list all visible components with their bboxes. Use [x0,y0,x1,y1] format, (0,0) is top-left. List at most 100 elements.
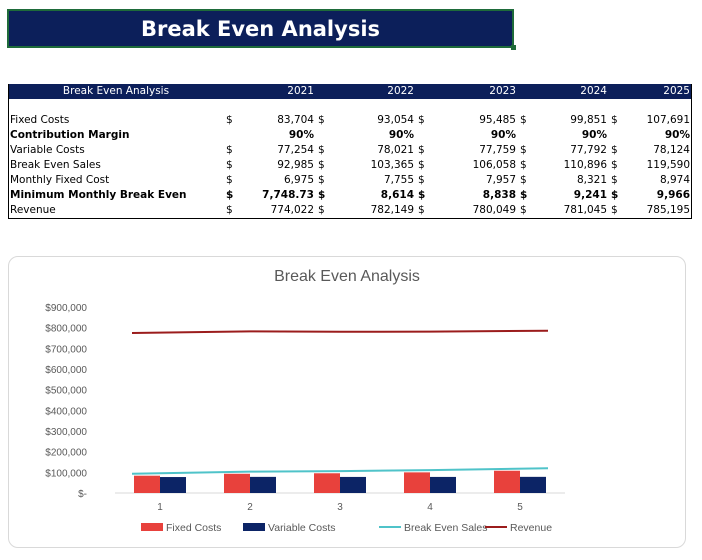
resize-handle[interactable] [511,45,516,50]
currency-symbol: $ [418,144,425,156]
cell-value[interactable]: 99,851 [570,114,607,126]
line-break-even-sales [131,467,549,475]
bar-variable-costs [430,476,456,493]
y-tick-label: $400,000 [45,406,87,417]
bar-series [134,470,546,493]
currency-symbol [224,128,238,143]
y-tick-label: $500,000 [45,386,87,397]
legend-label: Revenue [510,522,552,534]
cell-value[interactable]: 8,838 [482,189,516,201]
bar-fixed-costs [404,472,430,493]
cell-value[interactable]: 77,759 [479,144,516,156]
y-tick-label: $200,000 [45,448,87,459]
chart-container[interactable]: Break Even Analysis $- $100,000 $200,000 $3… [8,256,686,548]
currency-symbol [416,128,430,143]
cell-value[interactable]: 107,691 [646,114,690,126]
currency-symbol [316,128,330,143]
cell-value[interactable]: 90% [388,129,414,141]
currency-symbol: $ [520,144,527,156]
year-header: 2025 [623,84,692,99]
year-header: 2024 [532,84,609,99]
y-tick-label: $600,000 [45,365,87,376]
currency-symbol: $ [226,174,233,186]
cell-value[interactable]: 78,021 [377,144,414,156]
currency-symbol: $ [316,203,330,219]
year-header: 2021 [238,84,316,99]
row-label: Break Even Sales [10,159,101,171]
currency-symbol: $ [318,159,325,171]
y-tick-label: $300,000 [45,427,87,438]
chart-title: Break Even Analysis [274,268,420,285]
y-tick-label: $700,000 [45,344,87,355]
currency-symbol: $ [226,114,233,126]
currency-symbol: $ [520,114,527,126]
currency-symbol: $ [611,159,618,171]
bar-fixed-costs [224,473,250,493]
currency-symbol: $ [318,114,325,126]
row-label: Minimum Monthly Break Even [10,189,187,201]
cell-value[interactable]: 90% [581,129,607,141]
cell-value[interactable]: 119,590 [646,159,690,171]
currency-symbol: $ [418,174,425,186]
cell-value[interactable]: 7,755 [383,174,414,186]
currency-symbol: $ [520,174,527,186]
cell-value[interactable]: 782,149 [330,203,416,219]
year-header: 2023 [430,84,518,99]
cell-value[interactable]: 774,022 [238,203,316,219]
cell-value[interactable]: 7,748.73 [262,189,314,201]
table-header-label: Break Even Analysis [8,84,224,99]
bar-fixed-costs [494,470,520,493]
currency-symbol: $ [418,159,425,171]
cell-value[interactable]: 95,485 [479,114,516,126]
cell-value[interactable]: 90% [288,129,314,141]
table-row: Break Even Sales $92,985 $103,365 $106,058 $… [8,158,692,173]
currency-symbol: $ [318,189,326,201]
cell-value[interactable]: 6,975 [283,174,314,186]
cell-value[interactable]: 9,241 [573,189,607,201]
bar-variable-costs [160,477,186,493]
cell-value[interactable]: 9,966 [656,189,690,201]
row-label: Monthly Fixed Cost [10,174,110,186]
legend-swatch [141,523,163,531]
cell-value[interactable]: 8,974 [659,174,690,186]
cell-value[interactable]: 785,195 [623,203,692,219]
cell-value[interactable]: 780,049 [430,203,518,219]
row-label: Fixed Costs [10,114,70,126]
cell-value[interactable]: 77,254 [277,144,314,156]
cell-value[interactable]: 781,045 [532,203,609,219]
bar-fixed-costs [314,473,340,493]
legend-label: Variable Costs [268,522,336,534]
currency-symbol: $ [518,203,532,219]
currency-symbol: $ [418,189,426,201]
line-series [131,329,549,475]
currency-symbol: $ [318,144,325,156]
x-tick-label: 5 [517,502,523,513]
cell-value[interactable]: 103,365 [370,159,414,171]
sheet-title: Break Even Analysis [7,9,516,50]
cell-value[interactable]: 93,054 [377,114,414,126]
currency-symbol: $ [418,114,425,126]
break-even-chart: Break Even Analysis $- $100,000 $200,000 $3… [45,268,565,534]
cell-value[interactable]: 7,957 [485,174,516,186]
currency-symbol: $ [226,144,233,156]
y-tick-label: $100,000 [45,468,87,479]
row-label: Revenue [8,203,224,219]
cell-value[interactable]: 110,896 [563,159,607,171]
cell-value[interactable]: 8,614 [380,189,414,201]
table-row: Variable Costs $77,254 $78,021 $77,759 $77,7… [8,143,692,158]
cell-value[interactable]: 90% [490,129,516,141]
cell-value[interactable]: 92,985 [277,159,314,171]
cell-value[interactable]: 106,058 [472,159,516,171]
legend-label: Fixed Costs [166,522,221,534]
currency-symbol [609,128,623,143]
cell-value[interactable]: 90% [664,129,690,141]
bar-variable-costs [250,476,276,493]
cell-value[interactable]: 78,124 [653,144,690,156]
bar-fixed-costs [134,475,160,493]
currency-symbol: $ [611,114,618,126]
cell-value[interactable]: 8,321 [576,174,607,186]
cell-value[interactable]: 83,704 [277,114,314,126]
x-axis: 1 2 3 4 5 [115,492,565,513]
cell-value[interactable]: 77,792 [570,144,607,156]
currency-symbol: $ [611,189,619,201]
